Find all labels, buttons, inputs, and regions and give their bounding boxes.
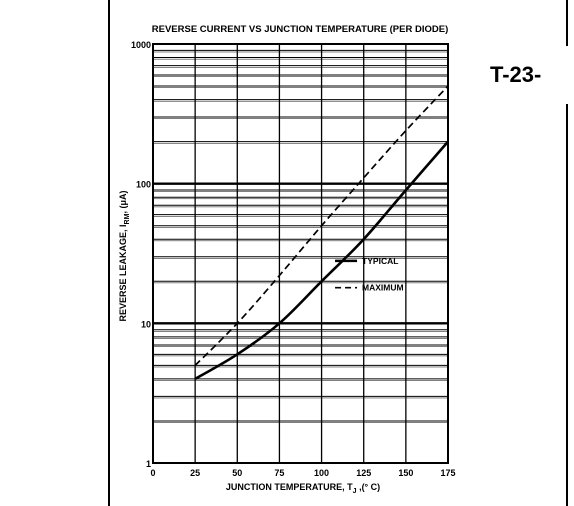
stamp-text: T-23- [490,62,541,87]
x-tick-label: 50 [232,468,242,478]
grid [153,44,448,463]
x-tick-label: 100 [314,468,329,478]
y-tick-label: 100 [136,180,151,190]
legend-typical-label: TYPICAL [362,256,398,266]
left-border-line [108,0,110,506]
series-layer [194,85,449,381]
right-border-line [566,0,568,506]
x-tick-label: 0 [150,468,155,478]
x-tick-label: 25 [190,468,200,478]
x-tick-label: 125 [356,468,371,478]
y-tick-label: 10 [141,319,151,329]
plot-frame [152,43,449,464]
x-tick-label: 175 [440,468,455,478]
y-tick-label: 1 [146,459,151,469]
legend: TYPICAL MAXIMUM [335,256,404,293]
x-axis-label: JUNCTION TEMPERATURE, TJ ,(° C) [226,482,380,495]
stamp-background [456,46,568,104]
y-axis-label: REVERSE LEAKAGE, IRM, (μA) [118,191,131,322]
y-tick-label: 1000 [131,40,151,50]
tick-labels: 0 25 50 75 100 125 150 175 1 10 100 1000 [131,40,456,478]
x-tick-label: 150 [398,468,413,478]
x-tick-label: 75 [274,468,284,478]
legend-maximum-label: MAXIMUM [362,283,404,293]
series-line-typical [194,140,449,381]
series-line-maximum [194,85,449,367]
chart-title: REVERSE CURRENT VS JUNCTION TEMPERATURE … [152,24,448,35]
